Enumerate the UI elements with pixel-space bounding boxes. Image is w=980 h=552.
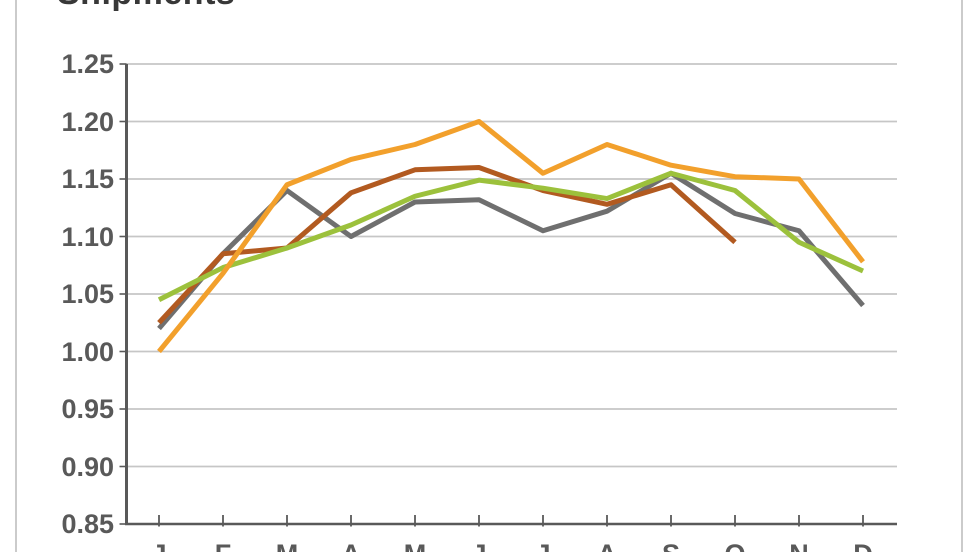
x-axis-label: O: [703, 540, 767, 552]
series-line-orange-series: [157, 119, 865, 354]
y-axis-label: 1.20: [61, 106, 114, 137]
x-axis-label: N: [767, 540, 831, 552]
x-axis-label: J: [447, 540, 511, 552]
x-axis-label: J: [127, 540, 191, 552]
x-axis-label: D: [831, 540, 895, 552]
y-axis-label: 1.05: [61, 279, 114, 309]
series-line-green-series: [157, 170, 865, 302]
panel-border-left: [15, 0, 17, 552]
y-axis-label: 0.90: [61, 451, 114, 482]
chart-title: Shipments: [57, 0, 235, 13]
y-axis-label: 1.00: [61, 336, 114, 367]
y-axis-label: 1.15: [61, 164, 114, 194]
x-axis-label: A: [575, 540, 639, 552]
y-axis-label: 1.10: [61, 221, 114, 252]
y-axis-label: 0.95: [61, 394, 114, 424]
x-axis-label: A: [319, 540, 383, 552]
x-axis-label: M: [255, 540, 319, 552]
x-axis-label: M: [383, 540, 447, 552]
x-axis-label: S: [639, 540, 703, 552]
series-line-rust-series: [157, 165, 737, 325]
y-axis-label: 0.85: [61, 509, 114, 539]
y-axis-label: 1.25: [61, 49, 114, 79]
x-axis-label: F: [191, 540, 255, 552]
x-axis-label: J: [511, 540, 575, 552]
panel-border-right: [961, 0, 963, 552]
